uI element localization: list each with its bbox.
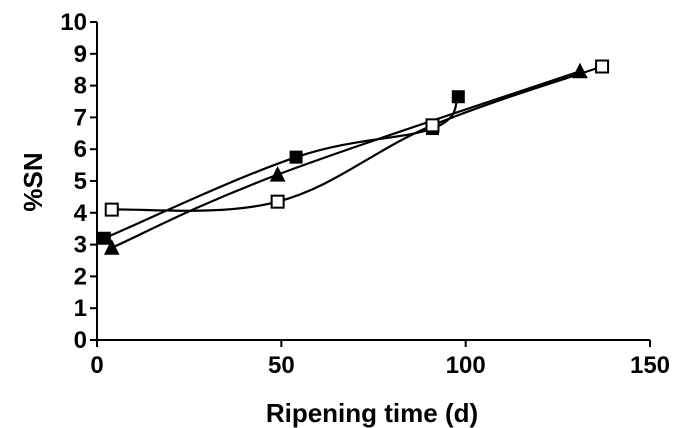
data-point-filled-square bbox=[97, 231, 111, 245]
series-line bbox=[111, 70, 581, 249]
y-tick-label: 5 bbox=[74, 168, 87, 195]
x-tick-label: 100 bbox=[446, 352, 486, 379]
y-tick-label: 4 bbox=[74, 200, 88, 227]
y-tick-label: 6 bbox=[74, 136, 87, 163]
x-tick-label: 150 bbox=[630, 352, 670, 379]
series-line bbox=[111, 65, 603, 212]
series-open-square bbox=[104, 59, 610, 217]
labels-layer: Ripening time (d) %SN bbox=[18, 152, 478, 428]
series-line bbox=[103, 96, 460, 240]
data-point-filled-square bbox=[289, 150, 303, 164]
data-point-open-square bbox=[104, 202, 119, 217]
y-tick-label: 2 bbox=[74, 263, 87, 290]
y-tick-label: 9 bbox=[74, 41, 87, 68]
y-tick-label: 7 bbox=[74, 104, 87, 131]
x-tick-label: 0 bbox=[90, 352, 103, 379]
y-tick-label: 10 bbox=[60, 9, 87, 36]
y-tick-label: 1 bbox=[74, 295, 87, 322]
x-axis-title: Ripening time (d) bbox=[266, 398, 478, 428]
series-filled-square bbox=[97, 90, 465, 245]
data-point-filled-square bbox=[451, 90, 465, 104]
series-layer bbox=[97, 59, 610, 255]
data-point-filled-triangle bbox=[269, 166, 286, 182]
y-axis-title: %SN bbox=[18, 152, 48, 211]
data-point-open-square bbox=[595, 59, 610, 74]
data-point-filled-triangle bbox=[103, 239, 120, 255]
x-tick-label: 50 bbox=[268, 352, 295, 379]
y-tick-label: 8 bbox=[74, 73, 87, 100]
y-tick-label: 3 bbox=[74, 232, 87, 259]
y-tick-label: 0 bbox=[74, 327, 87, 354]
series-filled-triangle bbox=[103, 62, 588, 255]
data-point-open-square bbox=[270, 194, 285, 209]
data-point-open-square bbox=[425, 118, 440, 133]
